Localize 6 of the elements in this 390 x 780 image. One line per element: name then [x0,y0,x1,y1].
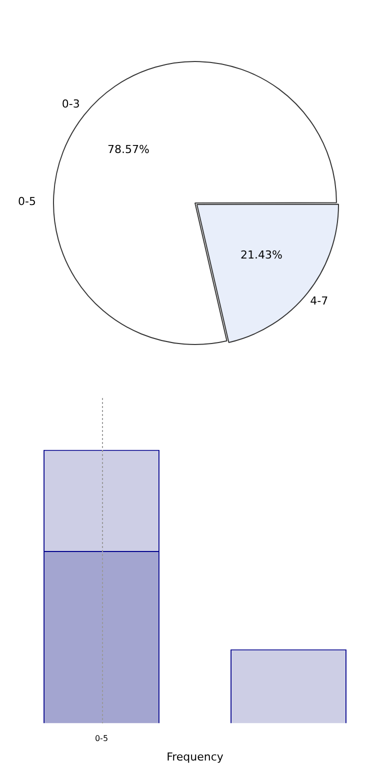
slice-label: 4-7 [310,294,328,308]
text: 0-5 [18,195,36,208]
data-label: 78.57% [108,143,150,156]
slice-label: 0-3 [62,97,80,110]
data-label: 21.43% [240,248,282,262]
x-axis-title: Frequency [166,750,224,764]
